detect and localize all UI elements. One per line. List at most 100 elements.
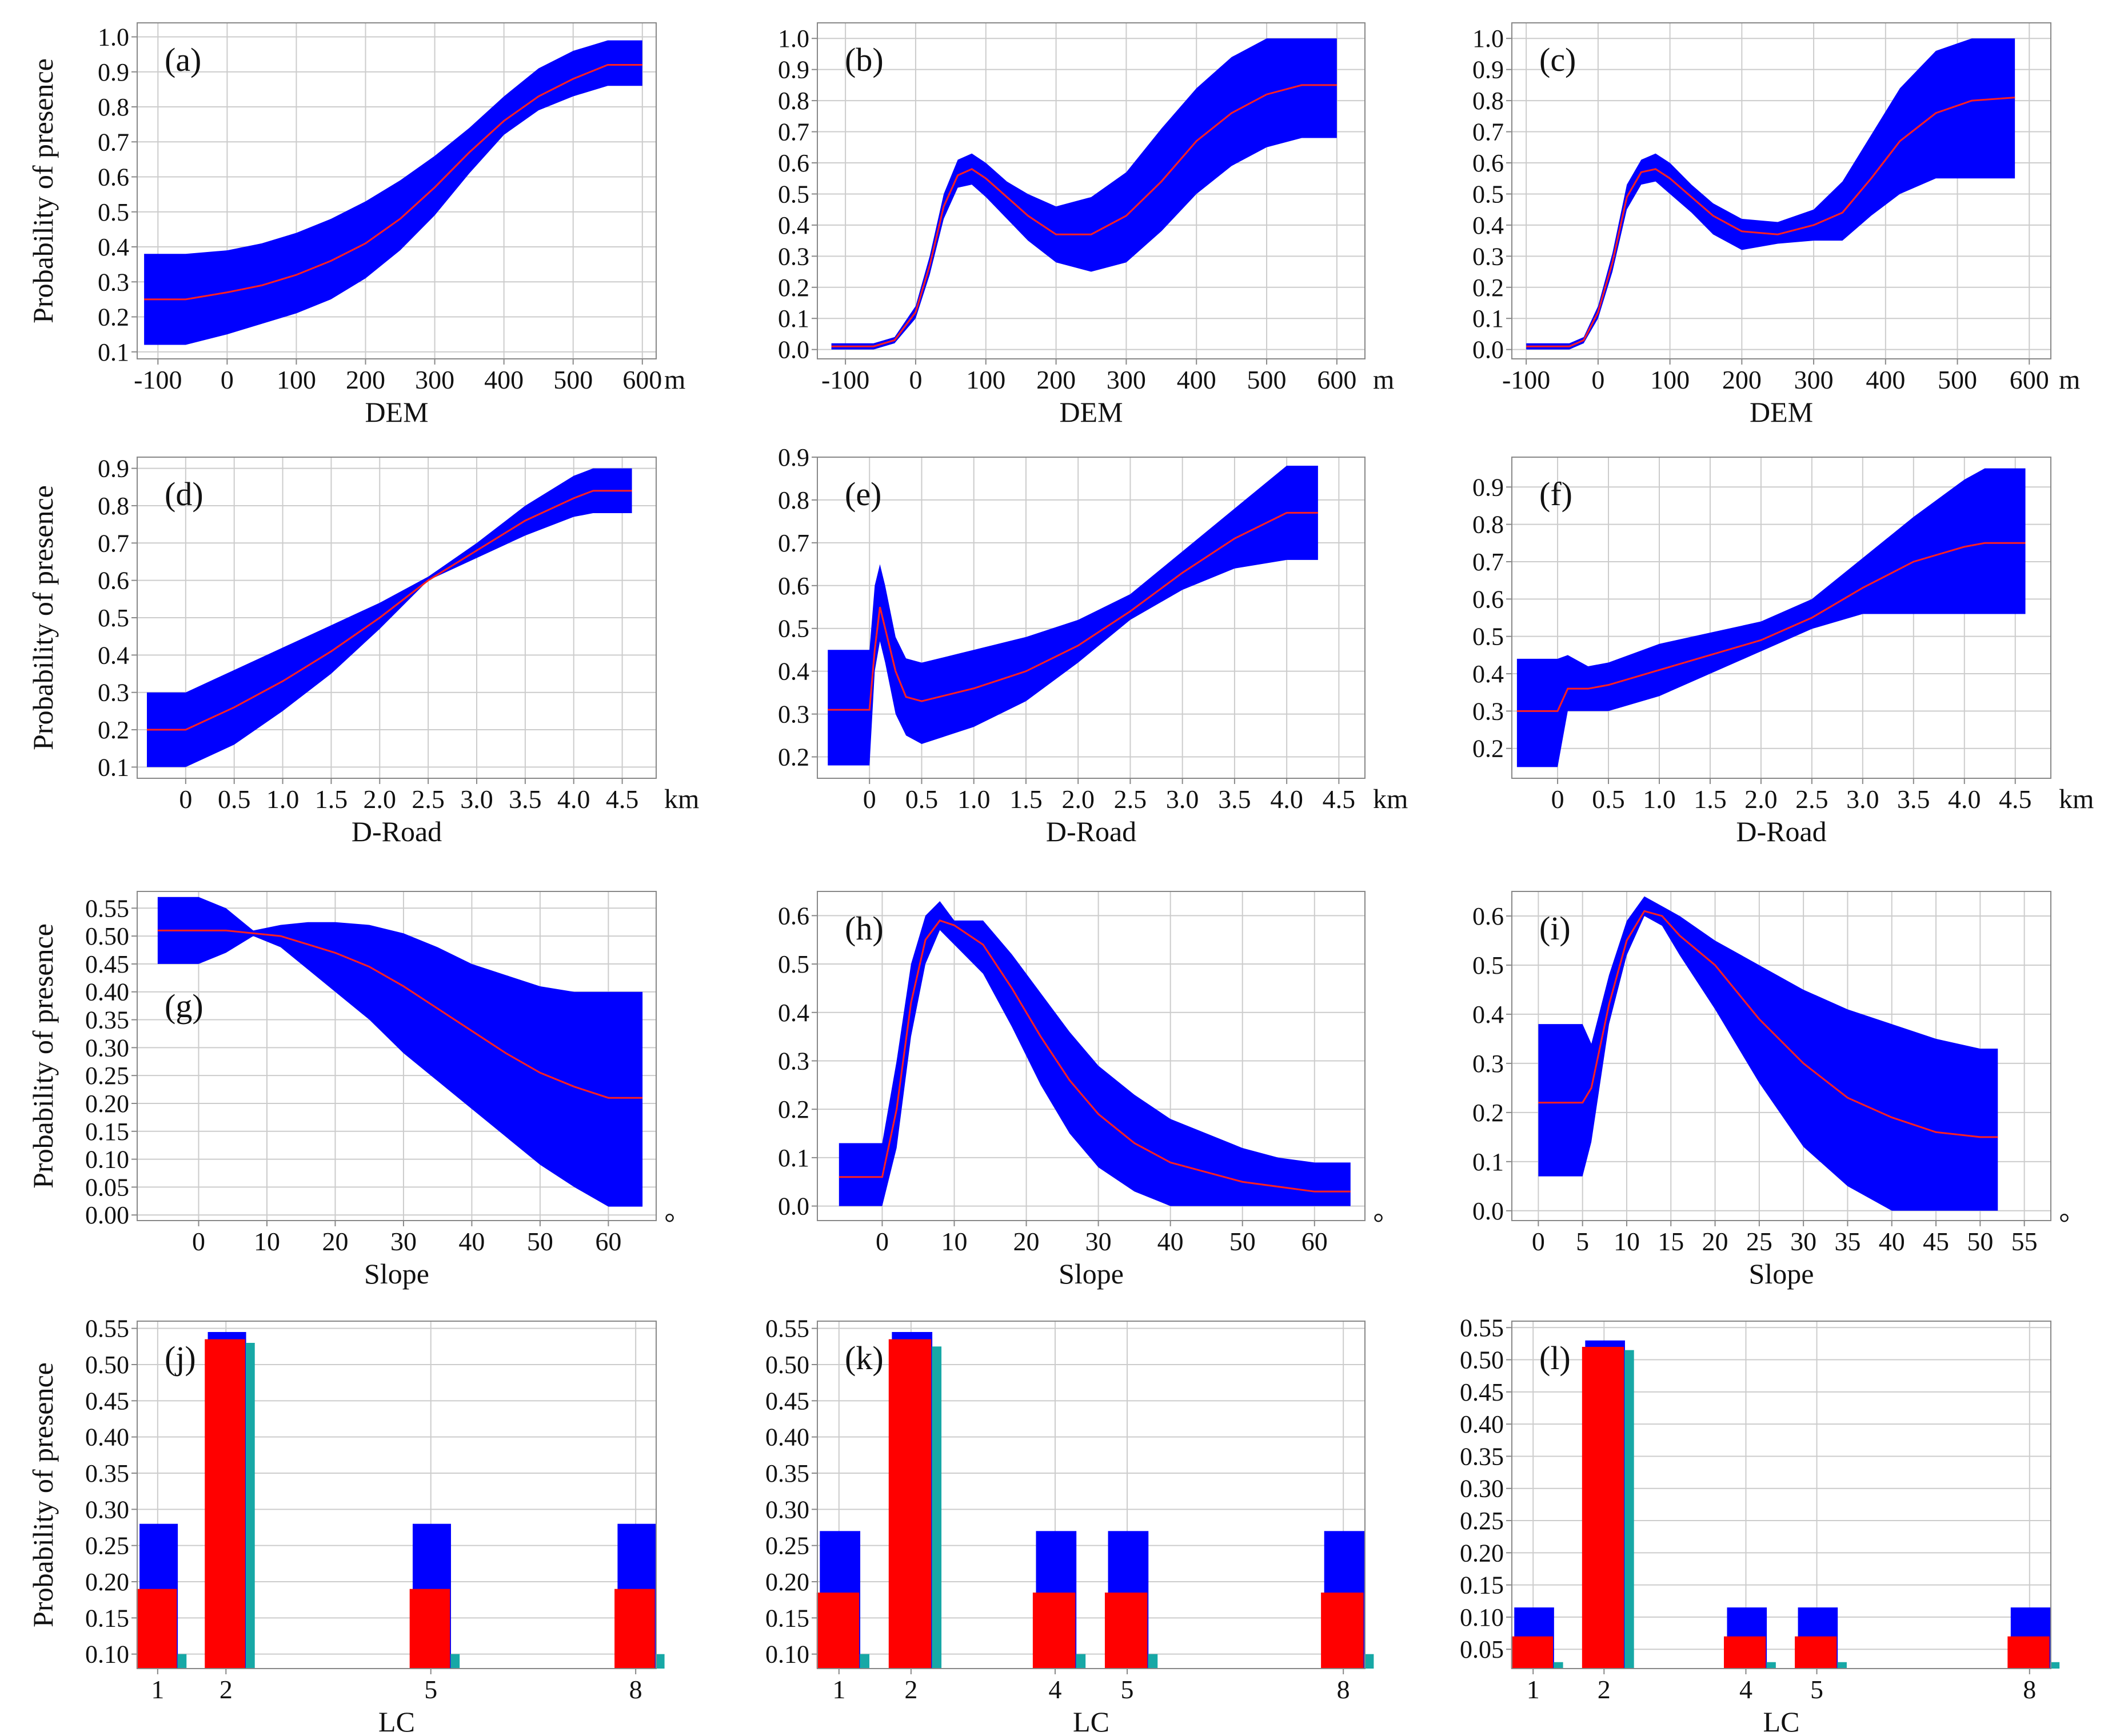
- bar-mean: [136, 1589, 177, 1669]
- bar-lower: [860, 1654, 870, 1669]
- y-tick-label: 0.35: [85, 1459, 129, 1487]
- panel-k: 0.10 0.15 0.20 0.25 0.30 0.35 0.40 0.45 0.50 0.55…: [765, 1315, 1374, 1736]
- confidence-band: [1538, 896, 1998, 1211]
- x-unit-label: km: [2059, 784, 2094, 814]
- panel-label: (d): [165, 475, 203, 513]
- confidence-band: [828, 465, 1318, 766]
- x-tick-label: 0: [1551, 785, 1564, 814]
- x-tick-label: 30: [1790, 1227, 1816, 1256]
- x-unit-label: m: [664, 365, 685, 395]
- x-tick-label: 1.5: [1009, 785, 1043, 814]
- y-tick-label: 0.3: [1472, 1050, 1504, 1078]
- y-tick-label: 0.50: [1460, 1346, 1504, 1374]
- y-tick-label: 0.50: [85, 1351, 129, 1379]
- mean-response-line: [831, 84, 1337, 347]
- y-tick-label: 0.9: [1472, 56, 1504, 84]
- y-tick-label: 0.4: [778, 999, 809, 1027]
- panel-c: 0.0 0.1 0.2 0.3 0.4 0.5 0.6 0.7 0.8 0.9 1.0 -100 0 10…: [1472, 22, 2080, 428]
- x-tick-label: 1.0: [266, 785, 300, 814]
- y-tick-label: 0.4: [98, 641, 129, 669]
- bar-lower: [1837, 1662, 1847, 1669]
- x-tick-label: 1.0: [957, 785, 991, 814]
- y-tick-label: 0.15: [85, 1118, 129, 1146]
- x-axis-title: LC: [1763, 1706, 1800, 1736]
- confidence-band: [1516, 468, 2026, 767]
- y-tick-label: 0.6: [1472, 585, 1504, 613]
- y-tick-label: 0.2: [1472, 1099, 1504, 1127]
- plot-frame: [817, 891, 1366, 1221]
- y-tick-label: 0.25: [85, 1532, 129, 1560]
- y-tick-label: 0.0: [778, 1193, 809, 1221]
- y-tick-label: 0.05: [85, 1173, 129, 1201]
- x-tick-label: 10: [941, 1227, 968, 1256]
- x-tick-label: 35: [1834, 1227, 1861, 1256]
- y-tick-label: 0.55: [85, 894, 129, 922]
- x-tick-label: 2.0: [1061, 785, 1095, 814]
- confidence-band: [839, 901, 1351, 1206]
- bar-lower: [177, 1654, 187, 1669]
- x-tick-label: 0.5: [1592, 785, 1625, 814]
- x-tick-label: 4.5: [1323, 785, 1356, 814]
- plot-frame: [817, 457, 1366, 779]
- x-tick-label: -100: [134, 365, 182, 394]
- x-tick-label: 1.5: [1694, 785, 1727, 814]
- bar-mean: [816, 1593, 860, 1669]
- panel-a: 0.1 0.2 0.3 0.4 0.5 0.6 0.7 0.8 0.9 1.0 -100 0 100 20…: [27, 22, 685, 428]
- y-tick-label: 0.25: [1460, 1507, 1504, 1535]
- x-tick-label: 1.0: [1643, 785, 1676, 814]
- y-tick-label: 0.1: [778, 305, 809, 333]
- y-tick-label: 0.1: [98, 753, 129, 781]
- x-unit-label: °: [2059, 1208, 2070, 1238]
- bar-mean: [1321, 1593, 1364, 1669]
- mean-response-line: [144, 64, 642, 301]
- x-tick-label: 3.0: [460, 785, 493, 814]
- x-tick-label: 5: [1576, 1227, 1589, 1256]
- y-tick-label: 0.0: [1472, 1197, 1504, 1225]
- y-tick-label: 0.1: [98, 338, 129, 366]
- x-tick-label: 1: [832, 1675, 845, 1704]
- y-tick-label: 0.6: [778, 902, 809, 930]
- plot-frame: [817, 22, 1366, 359]
- mean-response-line: [1516, 542, 2026, 712]
- y-tick-label: 0.1: [1472, 1148, 1504, 1176]
- x-tick-label: 4.0: [1270, 785, 1303, 814]
- mean-response-line: [146, 490, 632, 731]
- y-tick-label: 0.40: [765, 1423, 809, 1451]
- plot-frame: [1511, 22, 2051, 359]
- plot-frame: [137, 891, 657, 1221]
- x-tick-label: 3.5: [1897, 785, 1930, 814]
- bar-mean: [1104, 1593, 1148, 1669]
- y-tick-label: 0.45: [1460, 1378, 1504, 1406]
- confidence-band: [144, 40, 642, 345]
- x-tick-label: 200: [346, 365, 385, 394]
- y-tick-label: 0.35: [1460, 1442, 1504, 1470]
- x-tick-label: 55: [2011, 1227, 2038, 1256]
- x-tick-label: 300: [415, 365, 454, 394]
- y-tick-label: 0.30: [1460, 1475, 1504, 1503]
- confidence-band: [1526, 38, 2015, 350]
- y-tick-label: 0.8: [778, 486, 809, 514]
- y-tick-label: 0.1: [778, 1144, 809, 1172]
- y-tick-label: 0.25: [85, 1062, 129, 1090]
- x-unit-label: m: [1373, 365, 1394, 395]
- panel-i: 0.0 0.1 0.2 0.3 0.4 0.5 0.6 0 5 10 15 20 25 30 35 40 45 5…: [1472, 891, 2070, 1290]
- x-tick-label: 4: [1048, 1675, 1061, 1704]
- x-axis-title: Slope: [1059, 1258, 1124, 1290]
- x-tick-label: 0: [221, 365, 234, 394]
- x-tick-label: 4.5: [1999, 785, 2032, 814]
- y-tick-label: 0.9: [98, 455, 129, 483]
- y-tick-label: 0.9: [98, 58, 129, 86]
- y-tick-label: 0.5: [1472, 623, 1504, 651]
- x-tick-label: 40: [1157, 1227, 1184, 1256]
- y-tick-label: 0.3: [98, 679, 129, 707]
- x-tick-label: 0.5: [218, 785, 251, 814]
- x-tick-label: 300: [1107, 365, 1146, 394]
- y-tick-label: 0.35: [85, 1006, 129, 1034]
- y-tick-label: 0.6: [1472, 149, 1504, 177]
- x-tick-label: 30: [390, 1227, 417, 1256]
- x-tick-label: 30: [1085, 1227, 1112, 1256]
- x-tick-label: 20: [1702, 1227, 1728, 1256]
- panel-h: 0.0 0.1 0.2 0.3 0.4 0.5 0.6 0 10 20 30 40 50 60 ° Slope…: [778, 891, 1384, 1290]
- y-tick-label: 0.5: [778, 615, 809, 643]
- y-tick-label: 0.4: [778, 211, 809, 239]
